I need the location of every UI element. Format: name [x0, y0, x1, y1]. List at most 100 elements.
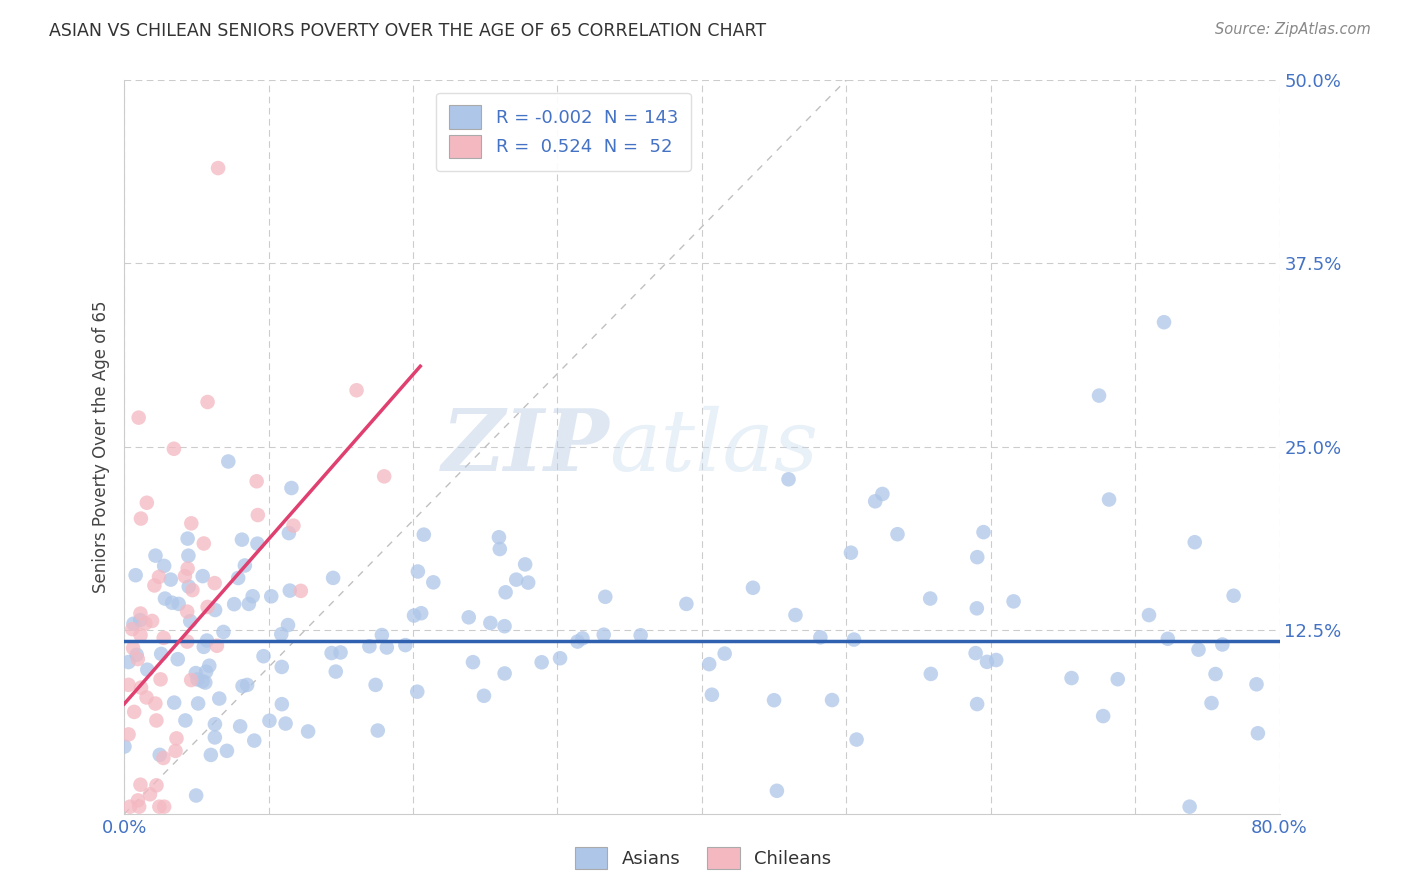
- Legend: Asians, Chileans: Asians, Chileans: [568, 839, 838, 876]
- Text: atlas: atlas: [609, 406, 818, 488]
- Point: [278, 583, 301, 598]
- Point: [176, 561, 198, 575]
- Point: [766, 784, 789, 798]
- Point: [1211, 638, 1233, 652]
- Point: [742, 581, 765, 595]
- Point: [277, 618, 299, 632]
- Point: [1205, 667, 1227, 681]
- Point: [194, 675, 217, 690]
- Point: [373, 469, 395, 483]
- Point: [186, 673, 208, 687]
- Text: ASIAN VS CHILEAN SENIORS POVERTY OVER THE AGE OF 65 CORRELATION CHART: ASIAN VS CHILEAN SENIORS POVERTY OVER TH…: [49, 22, 766, 40]
- Point: [163, 696, 186, 710]
- Point: [193, 640, 215, 654]
- Point: [184, 789, 207, 803]
- Point: [153, 799, 176, 814]
- Point: [371, 628, 394, 642]
- Point: [233, 558, 256, 573]
- Point: [297, 724, 319, 739]
- Point: [966, 601, 988, 615]
- Point: [412, 527, 434, 541]
- Point: [406, 684, 429, 698]
- Point: [179, 614, 201, 628]
- Point: [148, 799, 170, 814]
- Point: [204, 576, 226, 591]
- Point: [1088, 389, 1111, 403]
- Point: [697, 657, 720, 672]
- Point: [246, 536, 269, 550]
- Point: [224, 597, 246, 611]
- Point: [139, 787, 162, 801]
- Point: [176, 605, 198, 619]
- Point: [121, 622, 143, 636]
- Point: [920, 667, 942, 681]
- Point: [675, 597, 697, 611]
- Point: [122, 641, 145, 656]
- Point: [122, 705, 145, 719]
- Point: [479, 615, 502, 630]
- Point: [204, 717, 226, 731]
- Point: [129, 511, 152, 525]
- Point: [243, 733, 266, 747]
- Point: [143, 578, 166, 592]
- Point: [242, 589, 264, 603]
- Point: [129, 607, 152, 621]
- Text: ZIP: ZIP: [441, 405, 609, 489]
- Point: [129, 681, 152, 695]
- Point: [129, 628, 152, 642]
- Point: [246, 475, 269, 489]
- Point: [1178, 799, 1201, 814]
- Point: [125, 648, 148, 662]
- Point: [567, 634, 589, 648]
- Point: [180, 516, 202, 531]
- Point: [205, 639, 228, 653]
- Point: [204, 731, 226, 745]
- Point: [375, 640, 398, 655]
- Point: [863, 494, 886, 508]
- Point: [122, 616, 145, 631]
- Point: [270, 627, 292, 641]
- Point: [153, 558, 176, 573]
- Point: [920, 591, 942, 606]
- Point: [290, 583, 312, 598]
- Point: [1187, 642, 1209, 657]
- Point: [127, 793, 149, 807]
- Point: [1092, 709, 1115, 723]
- Point: [966, 550, 988, 565]
- Point: [252, 649, 274, 664]
- Point: [329, 645, 352, 659]
- Point: [260, 590, 283, 604]
- Point: [135, 496, 157, 510]
- Point: [117, 678, 139, 692]
- Point: [986, 653, 1008, 667]
- Point: [394, 638, 416, 652]
- Point: [495, 585, 517, 599]
- Point: [208, 691, 231, 706]
- Point: [229, 719, 252, 733]
- Point: [149, 747, 172, 762]
- Point: [128, 410, 150, 425]
- Point: [184, 666, 207, 681]
- Point: [270, 660, 292, 674]
- Point: [114, 739, 136, 754]
- Point: [231, 533, 253, 547]
- Point: [215, 744, 238, 758]
- Point: [153, 591, 176, 606]
- Point: [839, 546, 862, 560]
- Point: [488, 530, 510, 544]
- Point: [325, 665, 347, 679]
- Point: [778, 472, 800, 486]
- Point: [217, 454, 239, 468]
- Point: [163, 442, 186, 456]
- Point: [517, 575, 540, 590]
- Point: [1153, 315, 1175, 329]
- Point: [148, 570, 170, 584]
- Point: [246, 508, 269, 522]
- Point: [232, 679, 254, 693]
- Point: [181, 583, 204, 598]
- Point: [117, 727, 139, 741]
- Point: [174, 569, 197, 583]
- Point: [488, 541, 510, 556]
- Point: [152, 751, 174, 765]
- Point: [359, 640, 381, 654]
